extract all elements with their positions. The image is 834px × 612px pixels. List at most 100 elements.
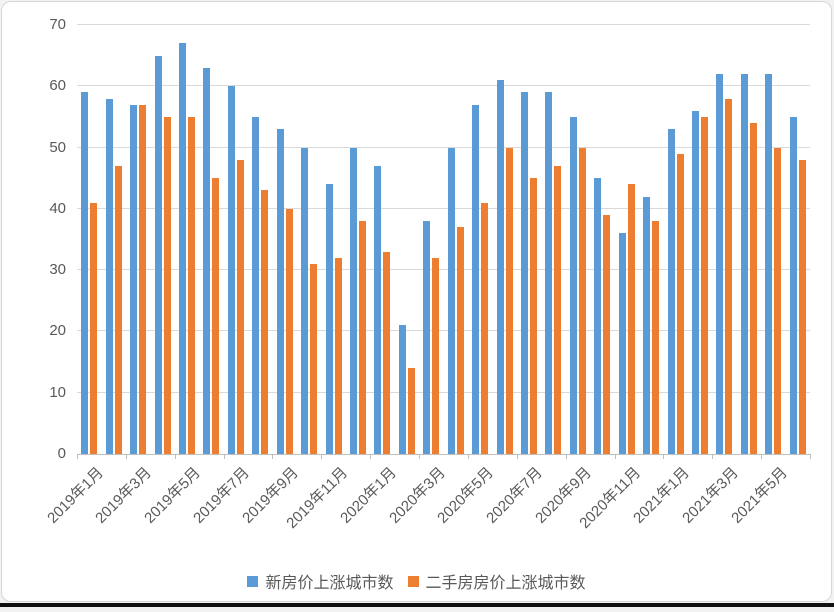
bar-group [297, 25, 321, 454]
x-tick-mark [663, 454, 665, 459]
bar-secondhand [603, 215, 611, 454]
legend-label-new-home: 新房价上涨城市数 [265, 575, 394, 592]
bar-secondhand [774, 147, 782, 454]
bar-secondhand [481, 202, 489, 454]
bar-secondhand [407, 368, 415, 454]
bar-group [272, 25, 296, 454]
bar-new-home [594, 178, 602, 454]
bar-group [517, 25, 541, 454]
y-tick-label: 0 [57, 445, 66, 462]
bar-secondhand [456, 227, 464, 454]
bar-group [663, 25, 687, 454]
x-tick-mark [810, 454, 811, 459]
bar-new-home [203, 67, 211, 454]
bar-group [590, 25, 614, 454]
x-tick-mark [125, 454, 127, 459]
bar-secondhand [725, 98, 733, 454]
bar-group [126, 25, 150, 454]
bar-new-home [667, 129, 675, 454]
x-tick-mark [712, 454, 714, 459]
bar-secondhand [383, 251, 391, 454]
bar-new-home [105, 98, 113, 454]
bar-new-home [643, 196, 651, 454]
x-tick-mark [419, 454, 421, 459]
bar-new-home [765, 74, 773, 454]
bar-group [712, 25, 736, 454]
bar-group [639, 25, 663, 454]
bar-new-home [472, 104, 480, 454]
bar-secondhand [432, 257, 440, 454]
bar-new-home [227, 86, 235, 454]
bar-secondhand [505, 147, 513, 454]
bar-new-home [130, 104, 138, 454]
legend-swatch-new-home-icon [247, 575, 259, 587]
y-tick-label: 70 [49, 16, 66, 33]
bar-group [346, 25, 370, 454]
bar-secondhand [187, 116, 195, 454]
bar-group [199, 25, 223, 454]
bar-new-home [398, 325, 406, 454]
bar-new-home [301, 147, 309, 454]
bar-new-home [325, 184, 333, 454]
x-tick-mark [77, 454, 78, 459]
bar-new-home [545, 92, 553, 454]
y-tick-label: 20 [49, 322, 66, 340]
bar-new-home [618, 233, 626, 454]
bar-group [419, 25, 443, 454]
bar-secondhand [163, 116, 171, 454]
bar-secondhand [701, 116, 709, 454]
legend-label-secondhand: 二手房房价上涨城市数 [425, 575, 586, 592]
bar-secondhand [749, 123, 757, 454]
bar-new-home [521, 92, 528, 454]
x-tick-mark [321, 454, 323, 459]
y-tick-label: 50 [49, 138, 66, 156]
bar-new-home [252, 116, 260, 454]
bar-group [492, 25, 516, 454]
bar-group [688, 25, 712, 454]
bar-group [566, 25, 590, 454]
chart-frame: 0 10 20 30 40 50 60 70 2019年1月 2019年3月 2019年5月 201… [1, 1, 832, 602]
bar-secondhand [114, 165, 122, 454]
x-tick-mark [761, 454, 763, 459]
bar-group [77, 25, 101, 454]
gridline [77, 330, 810, 332]
bar-group [224, 25, 248, 454]
y-tick-label: 40 [49, 199, 66, 217]
y-tick-label: 60 [49, 77, 66, 95]
legend-swatch-secondhand-icon [407, 575, 419, 587]
bar-secondhand [334, 257, 342, 454]
bar-new-home [447, 147, 455, 454]
bar-new-home [81, 92, 89, 454]
gridline [77, 146, 810, 148]
legend-item-secondhand: 二手房房价上涨城市数 [407, 569, 586, 593]
gridline [77, 269, 810, 271]
x-tick-mark [174, 454, 176, 459]
bar-secondhand [627, 184, 635, 454]
bar-group [370, 25, 394, 454]
bar-secondhand [90, 202, 98, 454]
bar-new-home [496, 80, 504, 454]
legend: 新房价上涨城市数 二手房房价上涨城市数 [2, 569, 831, 593]
bar-new-home [276, 129, 284, 454]
bar-new-home [349, 147, 357, 454]
bar-new-home [178, 43, 186, 454]
y-tick-label: 10 [49, 383, 66, 401]
plot-area [77, 24, 811, 459]
bar-secondhand [139, 104, 147, 454]
bar-group [468, 25, 492, 454]
bar-secondhand [310, 264, 318, 454]
bar-new-home [692, 110, 700, 454]
legend-item-new-home: 新房价上涨城市数 [247, 569, 394, 593]
bar-group [321, 25, 345, 454]
x-tick-mark [370, 454, 372, 459]
x-tick-mark [272, 454, 274, 459]
bar-new-home [716, 74, 724, 454]
gridline [77, 85, 810, 87]
bar-group [395, 25, 419, 454]
gridline [77, 207, 810, 209]
bar-secondhand [530, 178, 537, 454]
bar-new-home [789, 116, 797, 454]
bar-secondhand [212, 178, 220, 454]
bar-secondhand [261, 190, 269, 454]
y-tick-label: 30 [49, 261, 66, 279]
